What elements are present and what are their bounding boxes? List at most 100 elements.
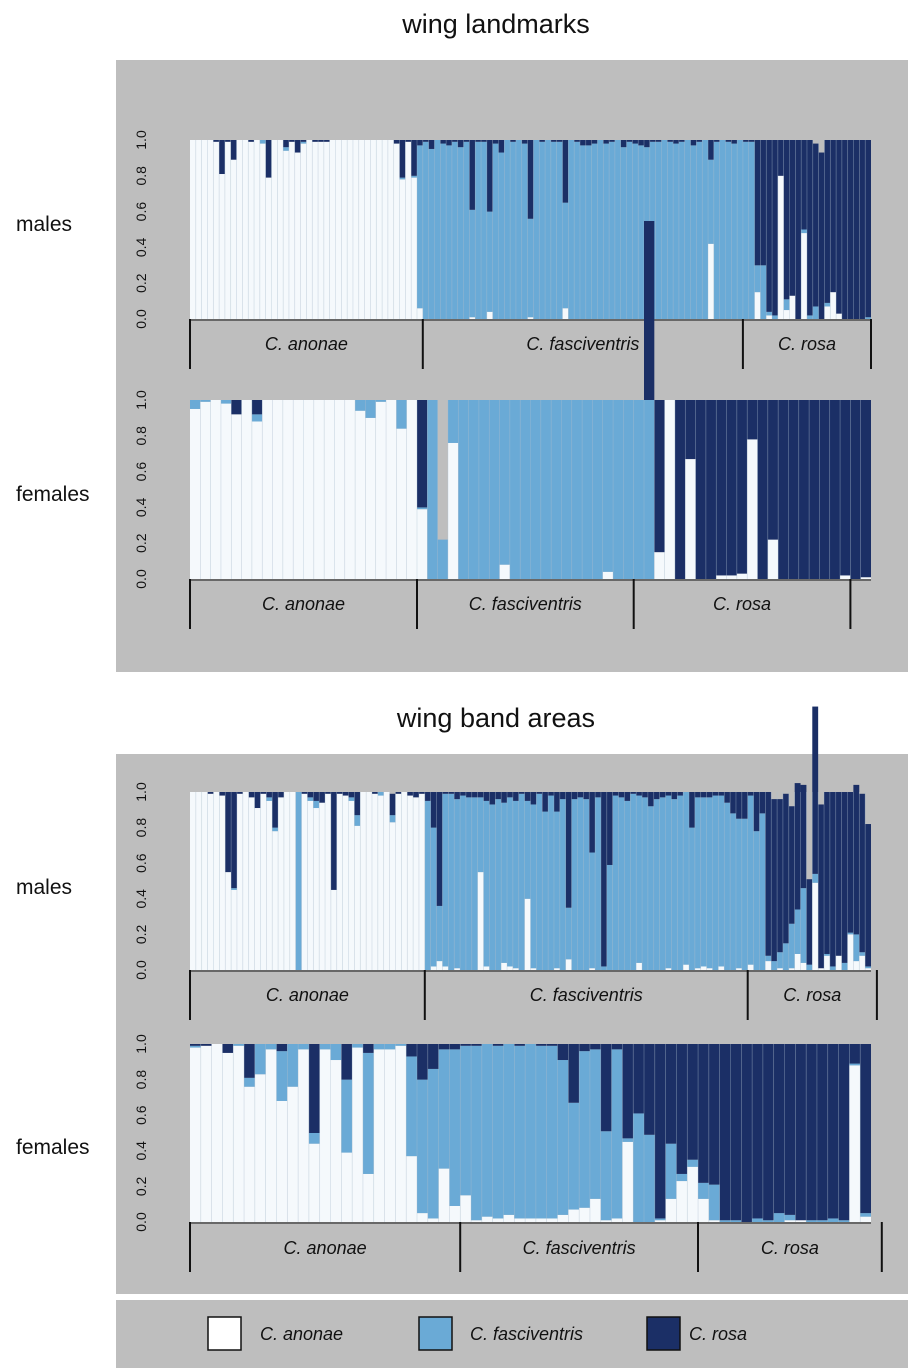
bar-segment-fasciventris bbox=[313, 800, 320, 809]
bar-segment-fasciventris bbox=[417, 145, 423, 309]
bar-segment-anonae bbox=[676, 1181, 688, 1222]
bar-segment-rosa bbox=[677, 792, 684, 796]
bar-segment-anonae bbox=[283, 150, 289, 319]
bar-segment-fasciventris bbox=[620, 147, 627, 319]
legend-swatch-anonae bbox=[207, 1316, 242, 1351]
bar-segment-fasciventris bbox=[548, 795, 554, 970]
bar-segment-anonae bbox=[254, 140, 260, 319]
bar-segment-rosa bbox=[323, 140, 330, 142]
bar-segment-rosa bbox=[687, 1044, 699, 1160]
bar-segment-rosa bbox=[836, 140, 842, 314]
bar-segment-anonae bbox=[492, 1218, 504, 1222]
bar-segment-anonae bbox=[836, 313, 842, 319]
bar-segment-fasciventris bbox=[365, 400, 376, 418]
y-tick-label: 0.4 bbox=[133, 497, 149, 517]
bar-segment-rosa bbox=[865, 140, 871, 318]
bar-segment-rosa bbox=[638, 140, 644, 146]
bar-segment-fasciventris bbox=[259, 140, 266, 144]
bar-segment-fasciventris bbox=[638, 145, 644, 319]
bar-segment-rosa bbox=[816, 1044, 828, 1221]
bar-segment-rosa bbox=[731, 140, 738, 144]
bar-segment-fasciventris bbox=[612, 795, 619, 970]
bar-segment-rosa bbox=[417, 140, 423, 146]
bar-segment-anonae bbox=[313, 808, 320, 970]
bar-segment-fasciventris bbox=[592, 400, 603, 579]
group-label-fasciventris: C. fasciventris bbox=[526, 334, 639, 354]
bar-segment-anonae bbox=[348, 800, 355, 970]
bar-segment-anonae bbox=[565, 959, 572, 970]
bar-segment-rosa bbox=[706, 792, 713, 798]
bar-segment-anonae bbox=[213, 792, 220, 970]
bar-segment-anonae bbox=[272, 831, 279, 970]
bar-segment-anonae bbox=[622, 1141, 634, 1222]
bar-segment-fasciventris bbox=[524, 800, 531, 899]
bar-segment-anonae bbox=[818, 968, 825, 970]
bar-segment-fasciventris bbox=[633, 1113, 644, 1222]
bar-segment-rosa bbox=[307, 792, 314, 798]
legend-label-rosa: C. rosa bbox=[689, 1324, 747, 1344]
bar-segment-fasciventris bbox=[595, 797, 601, 970]
bar-segment-rosa bbox=[254, 792, 261, 809]
bar-segment-rosa bbox=[784, 1044, 796, 1215]
bar-segment-rosa bbox=[248, 792, 255, 798]
y-tick-label: 0.2 bbox=[133, 1176, 149, 1196]
bar-segment-fasciventris bbox=[377, 792, 384, 796]
bar-segment-fasciventris bbox=[520, 400, 531, 579]
bar-segment-anonae bbox=[471, 1220, 482, 1222]
bar-segment-rosa bbox=[611, 1044, 623, 1050]
bar-segment-fasciventris bbox=[546, 1045, 558, 1219]
bar-segment-fasciventris bbox=[678, 141, 685, 319]
bar-segment-rosa bbox=[726, 400, 737, 576]
bar-segment-rosa bbox=[486, 140, 493, 212]
bar-segment-rosa bbox=[772, 140, 778, 316]
bar-segment-rosa bbox=[260, 792, 267, 794]
bar-segment-anonae bbox=[375, 401, 387, 579]
bar-segment-anonae bbox=[387, 140, 394, 319]
bar-segment-rosa bbox=[741, 792, 748, 819]
bar-segment-fasciventris bbox=[689, 827, 695, 970]
bar-segment-rosa bbox=[649, 140, 656, 142]
bar-segment-anonae bbox=[611, 1218, 623, 1222]
bar-segment-fasciventris bbox=[683, 792, 690, 965]
bar-segment-fasciventris bbox=[422, 141, 429, 319]
bar-segment-fasciventris bbox=[489, 804, 496, 970]
bar-segment-fasciventris bbox=[438, 1049, 450, 1169]
bar-segment-rosa bbox=[501, 792, 508, 803]
group-label-anonae: C. anonae bbox=[265, 334, 348, 354]
bar-segment-anonae bbox=[260, 793, 267, 970]
bar-segment-fasciventris bbox=[597, 140, 604, 319]
bar-segment-anonae bbox=[486, 311, 493, 319]
bar-segment-fasciventris bbox=[737, 140, 743, 319]
bar-segment-fasciventris bbox=[585, 145, 592, 319]
group-label-rosa: C. rosa bbox=[761, 1238, 819, 1258]
bar-segment-rosa bbox=[700, 792, 707, 798]
y-tick-label: 0.6 bbox=[133, 853, 149, 873]
bar-segment-anonae bbox=[716, 575, 727, 579]
bar-segment-anonae bbox=[395, 793, 402, 970]
bar-segment-anonae bbox=[303, 400, 314, 579]
bar-segment-fasciventris bbox=[495, 799, 502, 970]
bar-segment-rosa bbox=[689, 792, 695, 828]
bar-segment-fasciventris bbox=[307, 797, 314, 801]
bar-segment-anonae bbox=[220, 403, 232, 579]
bar-segment-anonae bbox=[190, 792, 196, 970]
bar-segment-rosa bbox=[690, 140, 697, 146]
bar-segment-fasciventris bbox=[384, 1044, 396, 1050]
bar-segment-fasciventris bbox=[536, 793, 543, 970]
bar-segment-anonae bbox=[777, 175, 784, 319]
bar-segment-rosa bbox=[748, 140, 755, 142]
bar-segment-anonae bbox=[200, 401, 211, 579]
bar-segment-rosa bbox=[724, 792, 731, 803]
bar-segment-fasciventris bbox=[783, 299, 790, 311]
bar-segment-fasciventris bbox=[492, 1045, 504, 1219]
bar-segment-anonae bbox=[483, 966, 490, 970]
bar-segment-fasciventris bbox=[540, 400, 552, 579]
group-label-fasciventris: C. fasciventris bbox=[469, 594, 582, 614]
bar-segment-rosa bbox=[694, 792, 701, 798]
bar-segment-anonae bbox=[200, 1045, 212, 1222]
bar-segment-fasciventris bbox=[447, 400, 459, 443]
bar-segment-anonae bbox=[298, 1049, 309, 1222]
bar-segment-anonae bbox=[835, 955, 842, 970]
bar-segment-fasciventris bbox=[700, 797, 707, 967]
bar-segment-fasciventris bbox=[860, 1213, 871, 1217]
